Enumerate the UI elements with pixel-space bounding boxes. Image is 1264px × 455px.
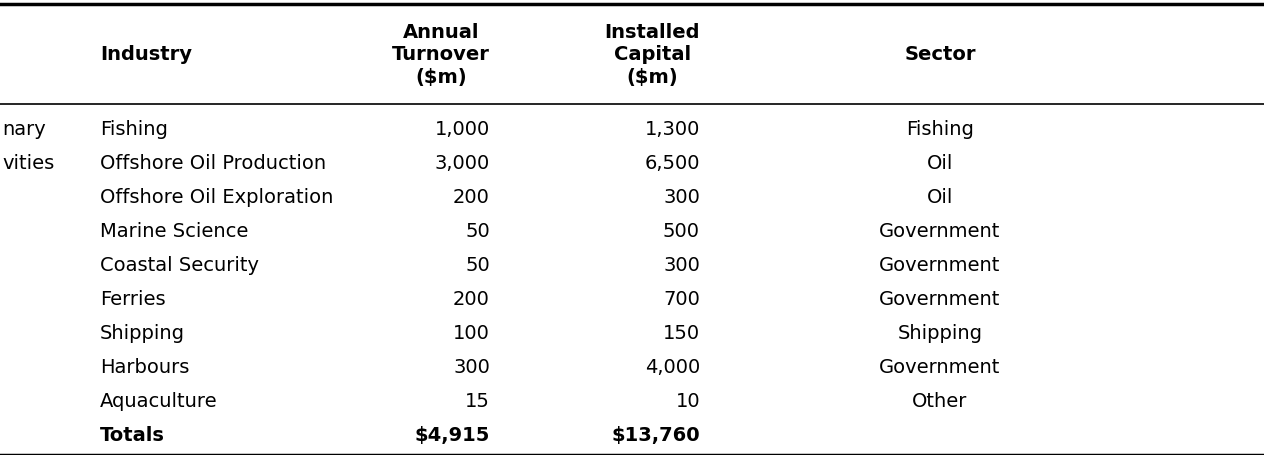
Text: 1,000: 1,000 [435, 120, 490, 139]
Text: $4,915: $4,915 [415, 425, 490, 445]
Text: Annual
Turnover
($m): Annual Turnover ($m) [392, 24, 490, 86]
Text: 300: 300 [664, 256, 700, 275]
Text: $13,760: $13,760 [612, 425, 700, 445]
Text: 200: 200 [453, 290, 490, 309]
Text: vities: vities [3, 154, 54, 173]
Text: Government: Government [880, 256, 1001, 275]
Text: 6,500: 6,500 [645, 154, 700, 173]
Text: 300: 300 [664, 188, 700, 207]
Text: 200: 200 [453, 188, 490, 207]
Text: nary: nary [3, 120, 46, 139]
Text: Government: Government [880, 358, 1001, 377]
Text: 100: 100 [453, 324, 490, 343]
Text: 50: 50 [465, 256, 490, 275]
Text: 50: 50 [465, 222, 490, 241]
Text: Shipping: Shipping [897, 324, 982, 343]
Text: Industry: Industry [100, 46, 192, 64]
Text: Other: Other [913, 392, 968, 410]
Text: Harbours: Harbours [100, 358, 190, 377]
Text: Shipping: Shipping [100, 324, 185, 343]
Text: Fishing: Fishing [100, 120, 168, 139]
Text: Installed
Capital
($m): Installed Capital ($m) [604, 24, 700, 86]
Text: Government: Government [880, 290, 1001, 309]
Text: Aquaculture: Aquaculture [100, 392, 217, 410]
Text: 150: 150 [662, 324, 700, 343]
Text: Totals: Totals [100, 425, 164, 445]
Text: 300: 300 [453, 358, 490, 377]
Text: Oil: Oil [927, 188, 953, 207]
Text: 1,300: 1,300 [645, 120, 700, 139]
Text: Ferries: Ferries [100, 290, 166, 309]
Text: 15: 15 [465, 392, 490, 410]
Text: Marine Science: Marine Science [100, 222, 248, 241]
Text: Offshore Oil Exploration: Offshore Oil Exploration [100, 188, 334, 207]
Text: Coastal Security: Coastal Security [100, 256, 259, 275]
Text: 3,000: 3,000 [435, 154, 490, 173]
Text: 700: 700 [664, 290, 700, 309]
Text: Government: Government [880, 222, 1001, 241]
Text: 4,000: 4,000 [645, 358, 700, 377]
Text: Sector: Sector [904, 46, 976, 64]
Text: 500: 500 [664, 222, 700, 241]
Text: Offshore Oil Production: Offshore Oil Production [100, 154, 326, 173]
Text: Oil: Oil [927, 154, 953, 173]
Text: Fishing: Fishing [906, 120, 975, 139]
Text: 10: 10 [675, 392, 700, 410]
